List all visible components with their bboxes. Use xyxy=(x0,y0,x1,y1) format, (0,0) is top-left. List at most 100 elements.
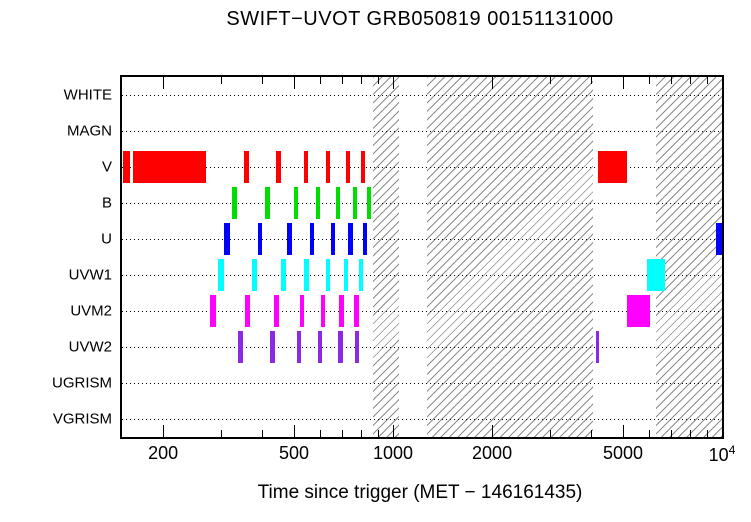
minor-tick xyxy=(649,430,651,437)
exposure-bar-v xyxy=(345,151,350,183)
row-label-b: B xyxy=(101,194,112,212)
minor-tick xyxy=(706,430,708,437)
x-tick-label: 104 xyxy=(708,443,736,465)
plot-area xyxy=(120,75,724,439)
row-dotted-line xyxy=(122,419,722,420)
exposure-bar-u xyxy=(362,223,367,255)
row-label-ugrism: UGRISM xyxy=(52,374,112,392)
minor-tick xyxy=(591,77,593,84)
exposure-bar-v xyxy=(360,151,365,183)
minor-tick xyxy=(342,77,344,84)
x-tick-label: 1000 xyxy=(373,443,414,463)
exposure-bar-u xyxy=(258,223,263,255)
exposure-bar-uvw1 xyxy=(344,259,349,291)
minor-tick xyxy=(377,77,379,84)
minor-tick xyxy=(361,77,363,84)
row-label-uvw2: UVW2 xyxy=(68,338,112,356)
exposure-bar-uvw1 xyxy=(325,259,331,291)
x-tick-label: 5000 xyxy=(602,443,643,463)
row-label-vgrism: VGRISM xyxy=(52,410,112,428)
plot-title: SWIFT−UVOT GRB050819 00151131000 xyxy=(226,8,614,30)
minor-tick xyxy=(221,430,223,437)
row-label-u: U xyxy=(101,230,112,248)
exposure-bar-uvm2 xyxy=(627,295,651,327)
exposure-bar-uvw1 xyxy=(358,259,363,291)
exposure-bar-uvm2 xyxy=(339,295,344,327)
exposure-bar-uvw1 xyxy=(281,259,286,291)
exposure-bar-uvm2 xyxy=(245,295,250,327)
exposure-bar-b xyxy=(352,187,357,219)
major-tick xyxy=(622,77,624,89)
exposure-bar-u xyxy=(348,223,353,255)
major-tick xyxy=(163,77,165,89)
exposure-bar-uvw1 xyxy=(252,259,257,291)
exposure-bar-v xyxy=(243,151,250,183)
exposure-bar-u xyxy=(224,223,230,255)
major-tick xyxy=(492,425,494,437)
major-tick xyxy=(722,77,723,89)
exposure-bar-v xyxy=(122,151,131,183)
exposure-bar-u xyxy=(309,223,315,255)
row-dotted-line xyxy=(122,131,722,132)
exposure-bar-b xyxy=(336,187,341,219)
exposure-bar-b xyxy=(366,187,371,219)
row-label-magn: MAGN xyxy=(67,122,112,140)
major-tick xyxy=(393,77,395,89)
minor-tick xyxy=(690,77,692,84)
row-dotted-line xyxy=(122,347,722,348)
exposure-bar-uvm2 xyxy=(299,295,304,327)
exposure-bar-b xyxy=(231,187,237,219)
exposure-bar-v xyxy=(276,151,282,183)
minor-tick xyxy=(671,430,673,437)
minor-tick xyxy=(262,430,264,437)
exposure-bar-b xyxy=(293,187,299,219)
major-tick xyxy=(163,425,165,437)
minor-tick xyxy=(549,77,551,84)
exposure-bar-v xyxy=(326,151,331,183)
exposure-bar-uvm2 xyxy=(354,295,359,327)
exposure-bar-u xyxy=(331,223,336,255)
hatched-region xyxy=(655,77,722,437)
exposure-bar-uvm2 xyxy=(321,295,326,327)
exposure-bar-uvw1 xyxy=(304,259,310,291)
exposure-bar-uvw2 xyxy=(237,331,243,363)
minor-tick xyxy=(649,77,651,84)
row-label-uvm2: UVM2 xyxy=(70,302,112,320)
minor-tick xyxy=(221,77,223,84)
major-tick xyxy=(294,425,295,437)
major-tick xyxy=(492,77,494,89)
exposure-bar-v xyxy=(598,151,628,183)
minor-tick xyxy=(591,430,593,437)
minor-tick xyxy=(690,430,692,437)
x-axis-tick-labels: 200 500 1000 2000 5000 104 xyxy=(122,443,735,467)
minor-tick xyxy=(320,430,322,437)
exposure-bar-b xyxy=(264,187,270,219)
exposure-bar-uvw2 xyxy=(270,331,275,363)
x-tick-label: 500 xyxy=(278,443,310,463)
exposure-bar-uvw2 xyxy=(354,331,360,363)
exposure-bar-uvm2 xyxy=(274,295,279,327)
minor-tick xyxy=(361,430,363,437)
minor-tick xyxy=(706,77,708,84)
minor-tick xyxy=(342,430,344,437)
row-label-uvw1: UVW1 xyxy=(68,266,112,284)
row-dotted-line xyxy=(122,203,722,204)
exposure-bar-b xyxy=(315,187,321,219)
exposure-bar-uvw1 xyxy=(218,259,224,291)
minor-tick xyxy=(377,430,379,437)
major-tick xyxy=(294,77,295,89)
major-tick xyxy=(722,425,723,437)
major-tick xyxy=(622,425,624,437)
exposure-bar-uvm2 xyxy=(209,295,216,327)
minor-tick xyxy=(549,430,551,437)
y-axis-labels: WHITE MAGN V B U UVW1 UVM2 UVW2 UGRISM VGRISM xyxy=(0,77,112,437)
exposure-bar-uvw2 xyxy=(338,331,343,363)
exposure-bar-v xyxy=(303,151,309,183)
exposure-bar-u xyxy=(287,223,292,255)
hatched-region xyxy=(373,77,399,437)
row-dotted-line xyxy=(122,167,722,168)
hatched-region xyxy=(427,77,594,437)
minor-tick xyxy=(320,77,322,84)
row-dotted-line xyxy=(122,383,722,384)
